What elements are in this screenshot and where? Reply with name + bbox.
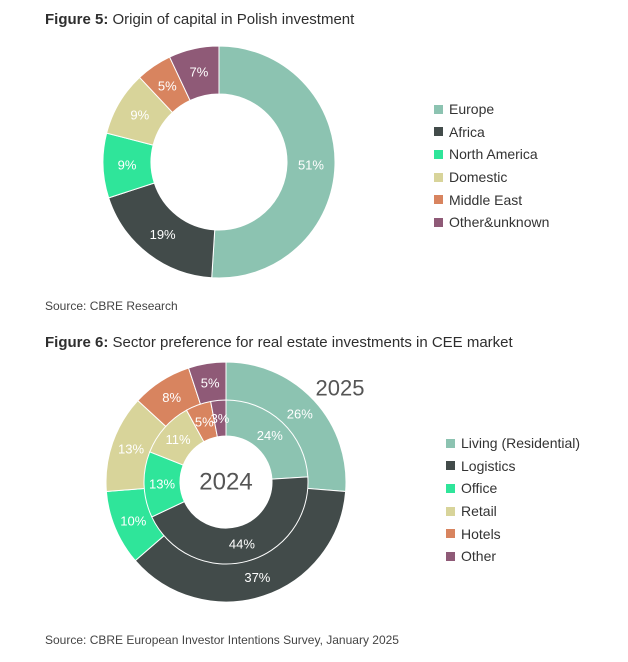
- fig6-2024-slice-other: [210, 399, 227, 438]
- figure-6-title: Figure 6: Sector preference for real est…: [45, 334, 513, 351]
- legend-swatch: [434, 149, 443, 159]
- nested-donut-rings: 26%37%10%13%8%5%24%44%13%11%5%3%: [105, 361, 347, 603]
- legend-label: North America: [449, 146, 538, 163]
- fig6-2024-label-other: 3%: [211, 411, 230, 426]
- legend-swatch: [446, 438, 455, 448]
- fig5-legend-item-north-america: North America: [434, 143, 549, 166]
- fig6-2025-label-other: 5%: [201, 375, 220, 390]
- fig6-legend-item-logistics: Logistics: [446, 455, 580, 478]
- fig6-legend-item-retail: Retail: [446, 500, 580, 523]
- figure-5-legend: Europe Africa North America Domestic Middle …: [434, 98, 549, 234]
- legend-label: Middle East: [449, 191, 523, 208]
- fig5-legend-item-domestic: Domestic: [434, 166, 549, 189]
- fig6-2024-label-living-residential: 24%: [257, 428, 283, 443]
- fig6-2024-label-retail: 11%: [165, 432, 190, 447]
- fig6-legend-item-office: Office: [446, 477, 580, 500]
- figure-6-source: Source: CBRE European Investor Intention…: [45, 633, 399, 647]
- legend-label: Retail: [461, 503, 497, 520]
- legend-label: Europe: [449, 101, 495, 118]
- fig5-label-africa: 19%: [150, 227, 176, 242]
- origin-of-capital-donut-chart: 51% 19% 9% 9% 5% 7%: [102, 45, 336, 279]
- fig6-2025-label-hotels: 8%: [162, 390, 181, 405]
- legend-swatch: [446, 506, 455, 516]
- legend-label: Living (Residential): [461, 435, 581, 452]
- legend-swatch: [446, 551, 455, 561]
- legend-swatch: [434, 195, 443, 205]
- fig5-label-other-unknown: 7%: [190, 65, 209, 80]
- fig6-2025-label-retail: 13%: [118, 442, 144, 457]
- fig6-2025-label-logistics: 37%: [244, 570, 270, 585]
- fig5-label-middle-east: 5%: [158, 78, 177, 93]
- fig5-slice-other-unknown: [168, 45, 220, 102]
- fig6-legend-item-living-residential: Living (Residential): [446, 432, 580, 455]
- fig6-2024-slice-logistics: [151, 476, 309, 565]
- legend-label: Hotels: [461, 525, 501, 542]
- legend-label: Office: [461, 480, 498, 497]
- legend-swatch: [434, 217, 443, 227]
- fig5-slice-europe: [211, 45, 336, 279]
- figure-6-label: Figure 6:: [45, 334, 109, 351]
- figure-5-source: Source: CBRE Research: [45, 299, 178, 313]
- fig5-label-domestic: 9%: [130, 108, 149, 123]
- inner-ring-year-label: 2024: [199, 469, 252, 496]
- fig6-2025-label-office: 10%: [120, 513, 146, 528]
- figure-5-title-text: Origin of capital in Polish investment: [112, 11, 355, 28]
- figure-6-legend: Living (Residential) Logistics Office Retai…: [446, 432, 580, 568]
- fig5-legend-item-europe: Europe: [434, 98, 549, 121]
- legend-swatch: [434, 127, 443, 137]
- figure-6-title-text: Sector preference for real estate invest…: [112, 334, 513, 351]
- figure-5-label: Figure 5:: [45, 11, 109, 28]
- fig5-label-europe: 51%: [298, 157, 324, 172]
- legend-label: Other&unknown: [449, 214, 550, 231]
- figure-5-title: Figure 5: Origin of capital in Polish in…: [45, 11, 354, 28]
- fig6-2024-label-logistics: 44%: [229, 536, 255, 551]
- fig6-legend-item-other: Other: [446, 545, 580, 568]
- fig5-legend-item-middle-east: Middle East: [434, 188, 549, 211]
- fig5-label-north-america: 9%: [118, 157, 137, 172]
- fig6-legend-item-hotels: Hotels: [446, 522, 580, 545]
- legend-swatch: [446, 483, 455, 493]
- fig6-2024-label-hotels: 5%: [195, 414, 214, 429]
- fig5-legend-item-other-unknown: Other&unknown: [434, 211, 549, 234]
- legend-label: Africa: [449, 123, 485, 140]
- legend-label: Domestic: [449, 169, 508, 186]
- outer-ring-year-label: 2025: [316, 376, 365, 401]
- legend-swatch: [434, 172, 443, 182]
- fig6-2025-label-living-residential: 26%: [287, 406, 313, 421]
- legend-swatch: [446, 461, 455, 471]
- legend-label: Logistics: [461, 457, 516, 474]
- legend-swatch: [434, 104, 443, 114]
- fig6-2024-label-office: 13%: [149, 477, 175, 492]
- legend-swatch: [446, 529, 455, 539]
- fig5-legend-item-africa: Africa: [434, 121, 549, 144]
- legend-label: Other: [461, 548, 497, 565]
